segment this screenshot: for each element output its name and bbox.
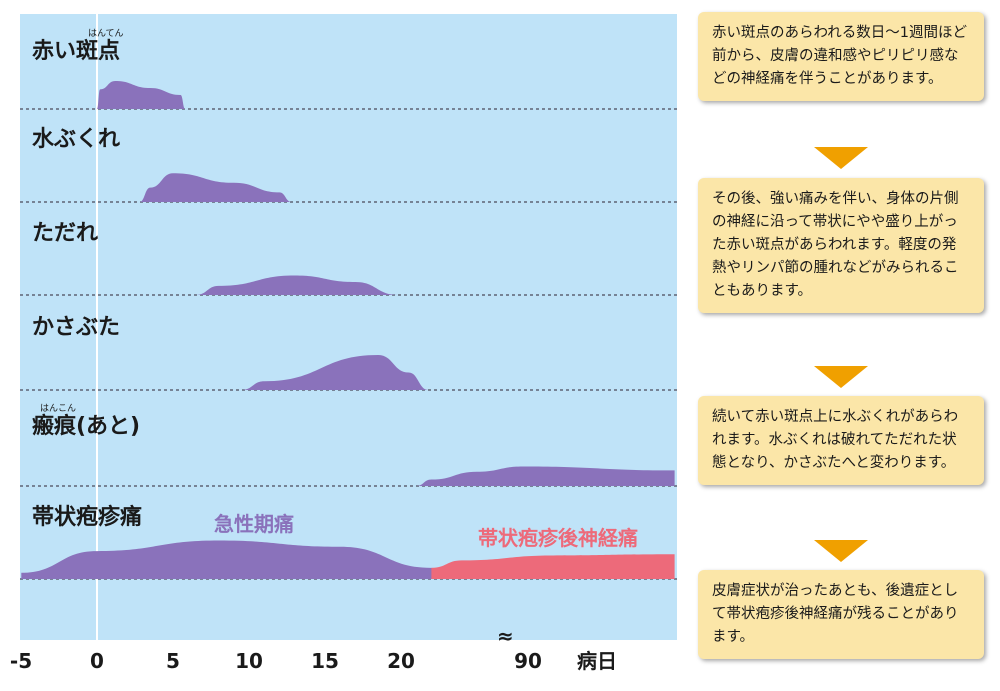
ruby-text: はんこん	[40, 403, 76, 414]
x-tick-label: 10	[235, 649, 263, 673]
arrow-down-icon	[814, 147, 868, 169]
phase-label: 急性期痛	[214, 512, 294, 536]
chart-panel	[20, 14, 677, 640]
note-sequelae: 皮膚症状が治ったあとも、後遺症として帯状疱疹後神経痛が残ることがあります。	[698, 570, 984, 659]
row-label: 水ぶくれ	[32, 127, 120, 152]
x-axis-ticks: -5 0 5 10 15 20 90	[10, 649, 542, 673]
note-rash: その後、強い痛みを伴い、身体の片側の神経に沿って帯状にやや盛り上がった赤い斑点が…	[698, 178, 984, 313]
x-tick-label: -5	[10, 649, 32, 673]
pain-area-2	[431, 554, 675, 579]
x-tick-label: 0	[90, 649, 104, 673]
row-label: かさぶた	[32, 315, 120, 340]
symptom-area-5	[416, 466, 675, 486]
row-label: ただれ	[32, 221, 98, 246]
symptom-area-3	[195, 275, 398, 295]
symptom-area-1	[97, 81, 186, 109]
phase-label: 帯状疱疹後神経痛	[478, 526, 638, 550]
note-blisters: 続いて赤い斑点上に水ぶくれがあらわれます。水ぶくれは破れてただれた状態となり、か…	[698, 396, 984, 485]
ruby-text: はんてん	[88, 28, 124, 39]
x-axis-label: 病日	[577, 649, 617, 673]
arrow-down-icon	[814, 540, 868, 562]
row-label: 赤い斑点	[32, 38, 120, 64]
x-tick-label: 20	[387, 649, 415, 673]
row-label: 瘢痕(あと)	[32, 413, 140, 439]
row-label: 帯状疱疹痛	[32, 504, 142, 530]
symptom-area-2	[139, 173, 292, 202]
arrow-down-icon	[814, 366, 868, 388]
note-prodromal: 赤い斑点のあらわれる数日～1週間ほど前から、皮膚の違和感やピリピリ感などの神経痛…	[698, 12, 984, 101]
symptom-area-4	[241, 355, 429, 390]
x-tick-label: 90	[514, 649, 542, 673]
x-tick-label: 5	[166, 649, 180, 673]
pain-area-1	[21, 540, 462, 579]
symptom-areas	[97, 81, 675, 486]
axis-break: ≈	[497, 624, 514, 648]
x-tick-label: 15	[311, 649, 339, 673]
